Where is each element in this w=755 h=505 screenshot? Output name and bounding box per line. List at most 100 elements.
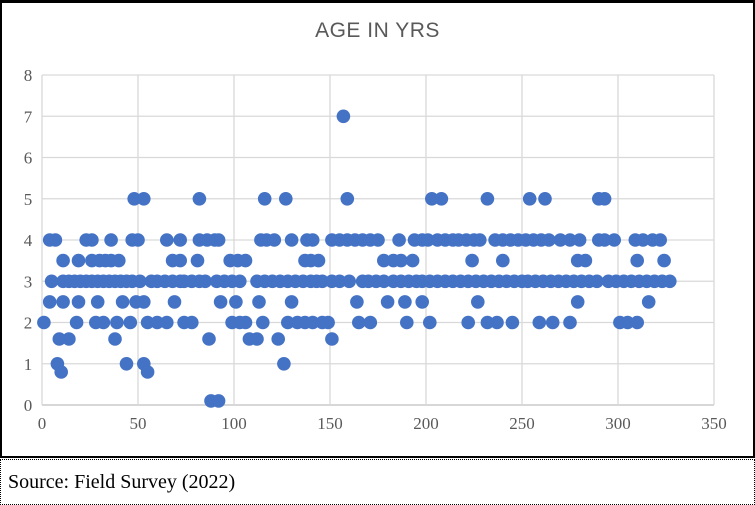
data-point xyxy=(311,253,326,268)
data-point xyxy=(663,274,677,289)
chart-container: AGE IN YRS 0 1 2 3 4 5 6 7 8 0 50 100 150 200 250 300 35… xyxy=(0,0,755,458)
data-point xyxy=(657,253,671,268)
data-point xyxy=(229,295,243,309)
data-point xyxy=(42,295,57,309)
data-point xyxy=(425,192,439,206)
y-tick-label: 6 xyxy=(24,149,33,168)
x-tick-label: 0 xyxy=(38,414,47,433)
data-point xyxy=(392,233,406,247)
x-tick-label: 150 xyxy=(317,414,343,433)
data-point xyxy=(405,253,420,268)
data-point xyxy=(321,315,335,330)
data-point xyxy=(131,233,145,247)
data-point xyxy=(607,233,621,247)
data-point xyxy=(332,274,347,289)
data-point xyxy=(315,274,330,289)
data-point xyxy=(505,315,520,330)
data-point xyxy=(150,315,164,330)
data-point xyxy=(160,315,174,330)
data-point xyxy=(71,295,86,309)
data-point xyxy=(542,233,556,247)
data-point xyxy=(238,315,253,330)
data-point xyxy=(636,233,650,247)
x-tick-label: 300 xyxy=(605,414,631,433)
x-tick-label: 350 xyxy=(701,414,727,433)
data-point xyxy=(56,295,70,309)
data-point xyxy=(255,315,270,330)
data-point xyxy=(434,192,449,206)
data-point xyxy=(471,295,485,309)
data-point xyxy=(572,233,587,247)
data-point xyxy=(56,253,70,268)
data-point xyxy=(284,233,299,247)
data-point xyxy=(211,394,226,408)
y-tick-label: 1 xyxy=(24,355,33,374)
data-point xyxy=(480,315,495,330)
data-point xyxy=(123,315,138,330)
data-point xyxy=(279,192,293,206)
data-point xyxy=(352,315,366,330)
data-point xyxy=(48,233,63,247)
data-point xyxy=(398,295,412,309)
data-point xyxy=(641,295,656,309)
data-point xyxy=(545,315,560,330)
data-point xyxy=(563,315,577,330)
data-point xyxy=(85,233,99,247)
data-point xyxy=(37,315,51,330)
data-point xyxy=(233,274,247,289)
data-point xyxy=(400,315,414,330)
data-point xyxy=(653,233,667,247)
data-point xyxy=(238,253,253,268)
x-tick-label: 50 xyxy=(130,414,147,433)
data-point xyxy=(96,315,111,330)
data-point xyxy=(167,295,182,309)
x-tick-label: 250 xyxy=(509,414,535,433)
x-tick-label: 100 xyxy=(221,414,247,433)
data-point xyxy=(350,295,364,309)
data-point xyxy=(597,192,612,206)
data-point xyxy=(108,332,122,346)
y-tick-label: 0 xyxy=(24,396,33,415)
data-point xyxy=(90,295,105,309)
data-point xyxy=(281,315,295,330)
data-point xyxy=(342,274,357,289)
data-point xyxy=(137,295,151,309)
scatter-plot: 0 1 2 3 4 5 6 7 8 0 50 100 150 200 250 300 350 xyxy=(24,66,727,433)
y-tick-label: 3 xyxy=(24,272,33,291)
data-point xyxy=(110,315,124,330)
data-point xyxy=(340,192,355,206)
data-point xyxy=(52,332,67,346)
data-point xyxy=(115,295,130,309)
data-point xyxy=(173,253,187,268)
data-point xyxy=(140,365,155,379)
data-point xyxy=(377,253,391,268)
data-point xyxy=(563,233,577,247)
data-point xyxy=(185,315,199,330)
data-point xyxy=(415,295,430,309)
data-point xyxy=(160,233,174,247)
y-tick-label: 7 xyxy=(24,107,33,126)
y-tick-label: 8 xyxy=(24,66,33,85)
data-point xyxy=(133,274,147,289)
data-point xyxy=(590,274,604,289)
data-point xyxy=(213,295,228,309)
data-point xyxy=(630,315,644,330)
data-point xyxy=(104,233,118,247)
source-note-box: Source: Field Survey (2022) xyxy=(0,459,755,505)
data-point xyxy=(305,315,320,330)
data-point xyxy=(252,295,266,309)
data-point xyxy=(250,332,264,346)
data-point xyxy=(597,233,612,247)
data-point xyxy=(305,233,320,247)
data-point xyxy=(490,315,504,330)
data-point xyxy=(69,315,84,330)
data-point xyxy=(112,253,126,268)
data-point xyxy=(380,295,395,309)
data-point xyxy=(570,295,585,309)
data-point xyxy=(363,315,378,330)
data-point xyxy=(267,233,282,247)
data-point xyxy=(336,109,351,124)
data-point xyxy=(578,253,593,268)
data-point xyxy=(71,253,86,268)
